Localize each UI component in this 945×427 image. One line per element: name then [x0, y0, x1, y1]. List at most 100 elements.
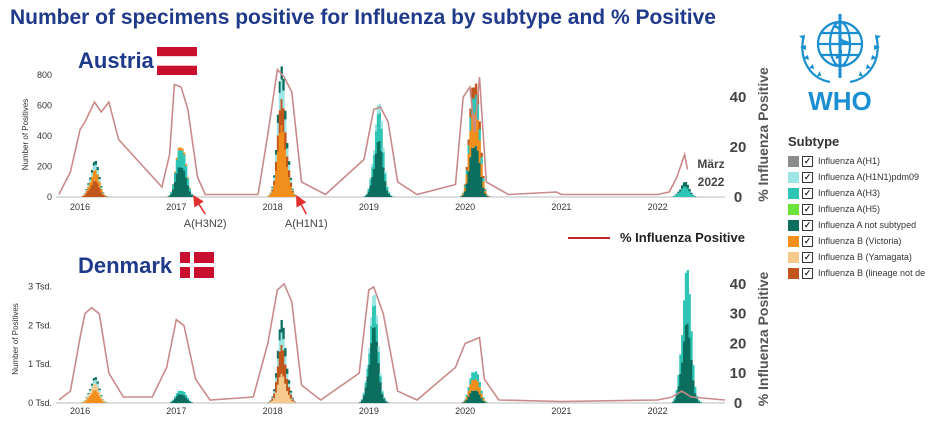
- bar-segment: [478, 387, 481, 395]
- bar-segment: [276, 358, 280, 367]
- bar-segment: [274, 392, 278, 403]
- bar-segment: [98, 388, 101, 391]
- bar-segment: [278, 110, 281, 134]
- legend-checkbox[interactable]: ✓: [802, 171, 813, 183]
- bar-segment: [467, 145, 470, 154]
- bar-segment: [98, 390, 101, 393]
- bar-segment: [484, 189, 487, 190]
- bar-segment: [469, 108, 472, 118]
- bar-segment: [366, 368, 369, 377]
- bar-segment: [96, 170, 99, 175]
- bar-segment: [371, 166, 374, 177]
- bar-segment: [273, 389, 276, 392]
- bar-segment: [675, 395, 678, 403]
- bar-segment: [469, 130, 472, 158]
- legend-checkbox[interactable]: ✓: [802, 267, 813, 279]
- bar-segment: [289, 182, 293, 187]
- bar-segment: [83, 194, 86, 196]
- legend-checkbox[interactable]: ✓: [802, 187, 813, 199]
- bar-segment: [699, 402, 702, 403]
- bar-segment: [274, 161, 278, 172]
- bar-segment: [173, 171, 177, 173]
- legend-label: Influenza B (Victoria): [818, 236, 902, 246]
- legend-item[interactable]: ✓ Influenza A(H1N1)pdm09: [788, 169, 945, 185]
- x-tick-label: 2020: [455, 406, 475, 416]
- bar-segment: [368, 364, 371, 403]
- legend-item[interactable]: ✓ Influenza B (lineage not de: [788, 265, 945, 281]
- legend-swatch: [788, 171, 799, 183]
- bar-segment: [274, 377, 278, 383]
- legend-checkbox[interactable]: ✓: [802, 235, 813, 247]
- bar-segment: [286, 373, 289, 379]
- bar-segment: [287, 177, 291, 197]
- bar-segment: [367, 191, 370, 197]
- y-tick-label: 800: [37, 70, 52, 80]
- bar-segment: [179, 390, 182, 395]
- bar-segment: [476, 104, 480, 120]
- bar-segment: [377, 346, 380, 352]
- bar-segment: [373, 150, 376, 155]
- bar-segment: [474, 379, 478, 391]
- x-tick-label: 2017: [166, 202, 186, 212]
- bar-segment: [378, 103, 381, 114]
- bar-segment: [387, 191, 391, 193]
- bar-segment: [269, 401, 272, 403]
- bar-segment: [267, 196, 270, 197]
- annotation-arrow: [192, 195, 206, 215]
- bar-segment: [474, 371, 478, 380]
- bar-segment: [102, 401, 105, 403]
- bar-segment: [90, 172, 94, 177]
- bar-segment: [476, 150, 480, 197]
- bar-segment: [378, 141, 381, 197]
- bar-segment: [173, 181, 177, 197]
- bar-segment: [183, 154, 186, 171]
- legend-checkbox[interactable]: ✓: [802, 203, 813, 215]
- bar-segment: [94, 377, 97, 380]
- bar-segment: [278, 377, 281, 403]
- x-tick-label: 2022: [648, 202, 668, 212]
- bar-segment: [675, 193, 678, 195]
- bar-segment: [373, 327, 377, 403]
- bar-segment: [370, 317, 373, 326]
- bar-segment: [183, 392, 186, 396]
- bar-segment: [87, 394, 90, 396]
- bar-segment: [269, 402, 272, 403]
- bar-segment: [384, 170, 387, 174]
- bar-segment: [482, 178, 485, 182]
- bar-segment: [690, 194, 693, 197]
- legend-item[interactable]: ✓ Influenza B (Yamagata): [788, 249, 945, 265]
- bar-segment: [692, 380, 695, 403]
- legend-item[interactable]: ✓ Influenza A(H5): [788, 201, 945, 217]
- bar-segment: [188, 400, 192, 402]
- bar-segment: [94, 160, 97, 165]
- bar-segment: [681, 185, 684, 189]
- bar-segment: [271, 187, 274, 190]
- x-tick-label: 2020: [455, 202, 475, 212]
- bar-segment: [185, 165, 188, 178]
- legend-item[interactable]: ✓ Influenza A(H3): [788, 185, 945, 201]
- bar-segment: [465, 183, 468, 197]
- bar-segment: [484, 400, 487, 402]
- bar-segment: [103, 196, 107, 197]
- bar-segment: [89, 389, 92, 391]
- legend-item[interactable]: ✓ Influenza B (Victoria): [788, 233, 945, 249]
- bar-segment: [181, 391, 184, 395]
- bar-segment: [478, 381, 481, 388]
- legend-swatch: [788, 251, 799, 263]
- bar-segment: [486, 195, 489, 197]
- legend-item[interactable]: ✓ Influenza A not subtyped: [788, 217, 945, 233]
- bar-segment: [465, 167, 468, 171]
- bar-segment: [291, 190, 294, 193]
- bar-segment: [486, 195, 489, 196]
- bar-segment: [467, 396, 470, 403]
- legend-checkbox[interactable]: ✓: [802, 219, 813, 231]
- bar-segment: [380, 151, 383, 197]
- bar-segment: [682, 341, 686, 403]
- line-legend: % Influenza Positive: [568, 230, 745, 245]
- legend-item[interactable]: ✓ Influenza A(H1): [788, 153, 945, 169]
- legend-label: Influenza B (Yamagata): [818, 252, 912, 262]
- bar-segment: [274, 171, 278, 197]
- legend-checkbox[interactable]: ✓: [802, 251, 813, 263]
- bar-segment: [371, 295, 375, 307]
- legend-checkbox[interactable]: ✓: [802, 155, 813, 167]
